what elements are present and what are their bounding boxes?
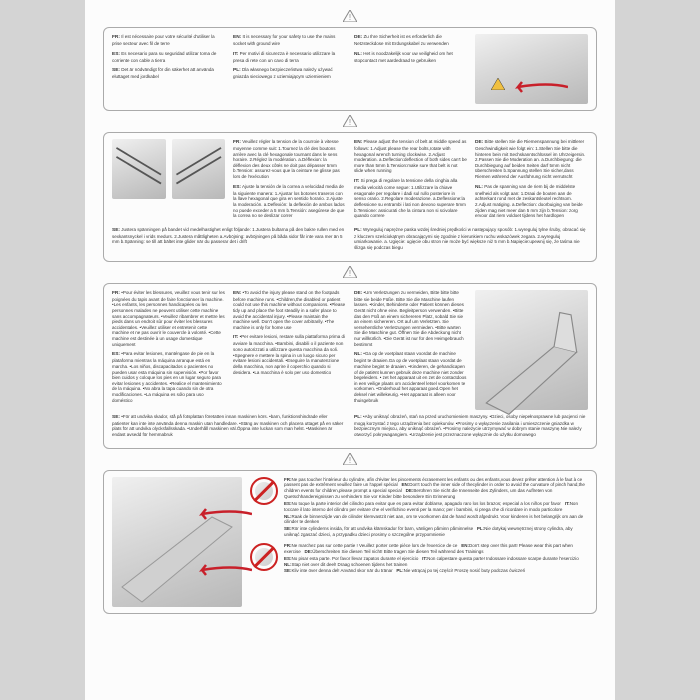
section-safety-ground: FR: Il est nécessaire pour votre sécurit… <box>103 27 597 111</box>
warning-triangle-3: ! <box>103 266 597 281</box>
warning-triangle-top: ! <box>103 10 597 25</box>
prohibit-foot-icon <box>250 543 278 571</box>
sec3-image-treadmill <box>475 290 588 410</box>
sec1-col1: FR: Il est nécessaire pour votre sécurit… <box>112 34 225 104</box>
treadmill-roller-image <box>112 477 242 607</box>
sec2-bottom-pl: PL: Wyreguluj naprężne paska wzdej średn… <box>354 227 588 255</box>
sec1-image-console <box>475 34 588 104</box>
sec2-col1: FR: Veuillez régler la tension de la cou… <box>233 139 346 223</box>
warning-triangle-2: ! <box>103 115 597 130</box>
warning-triangle-4: ! <box>103 453 597 468</box>
sec4-image <box>112 477 242 607</box>
svg-text:!: ! <box>349 13 351 22</box>
red-arrow-icon <box>508 80 568 94</box>
sec3-col1: FR: •Pour éviter les blessures, veuillez… <box>112 290 225 410</box>
svg-text:!: ! <box>349 456 351 465</box>
warning-icon <box>491 78 505 90</box>
sec2-col3: DE: Bitte stellen Sie die Riemenspannung… <box>475 139 588 223</box>
prohibit-hand-icon <box>250 477 278 505</box>
sec2-img-right <box>172 139 226 199</box>
treadmill-illustration <box>475 290 588 426</box>
section-belt-tension: FR: Veuillez régler la tension de la cou… <box>103 132 597 262</box>
svg-text:!: ! <box>349 269 351 278</box>
sec1-col2: EN: It is necessary for your safety to u… <box>233 34 346 104</box>
sec2-bottom-se: SE: Justera spänningen på bandet vid med… <box>112 227 346 255</box>
red-arrow-1-icon <box>192 507 252 521</box>
sec3-col2: EN: •To avoid the injury please stand on… <box>233 290 346 410</box>
sec3-col3: DE: •Um Verletzungen zu vermeiden, Bitte… <box>354 290 467 410</box>
sec2-img-left <box>112 139 166 199</box>
sec2-images <box>112 139 225 223</box>
svg-text:!: ! <box>349 118 351 127</box>
red-arrow-2-icon <box>192 563 252 577</box>
instruction-page: ! FR: Il est nécessaire pour votre sécur… <box>85 0 615 700</box>
sec1-col3: DE: Zu Ihre Sicherheit ist es erforderli… <box>354 34 467 104</box>
sec4-text-col: FR:Ne pas toucher l'intérieur du cylindr… <box>250 477 588 607</box>
section-prohibitions: FR:Ne pas toucher l'intérieur du cylindr… <box>103 470 597 614</box>
sec2-col2: EN: Please adjust the tension of belt at… <box>354 139 467 223</box>
sec3-bottom-se: SE: •För att undvika skador, stå på fots… <box>112 414 346 442</box>
section-safety-usage: FR: •Pour éviter les blessures, veuillez… <box>103 283 597 449</box>
sec4-block2: FR:Ne marchez pas sur cette partie ! Veu… <box>284 543 588 575</box>
sec4-block1: FR:Ne pas toucher l'intérieur du cylindr… <box>284 477 588 539</box>
